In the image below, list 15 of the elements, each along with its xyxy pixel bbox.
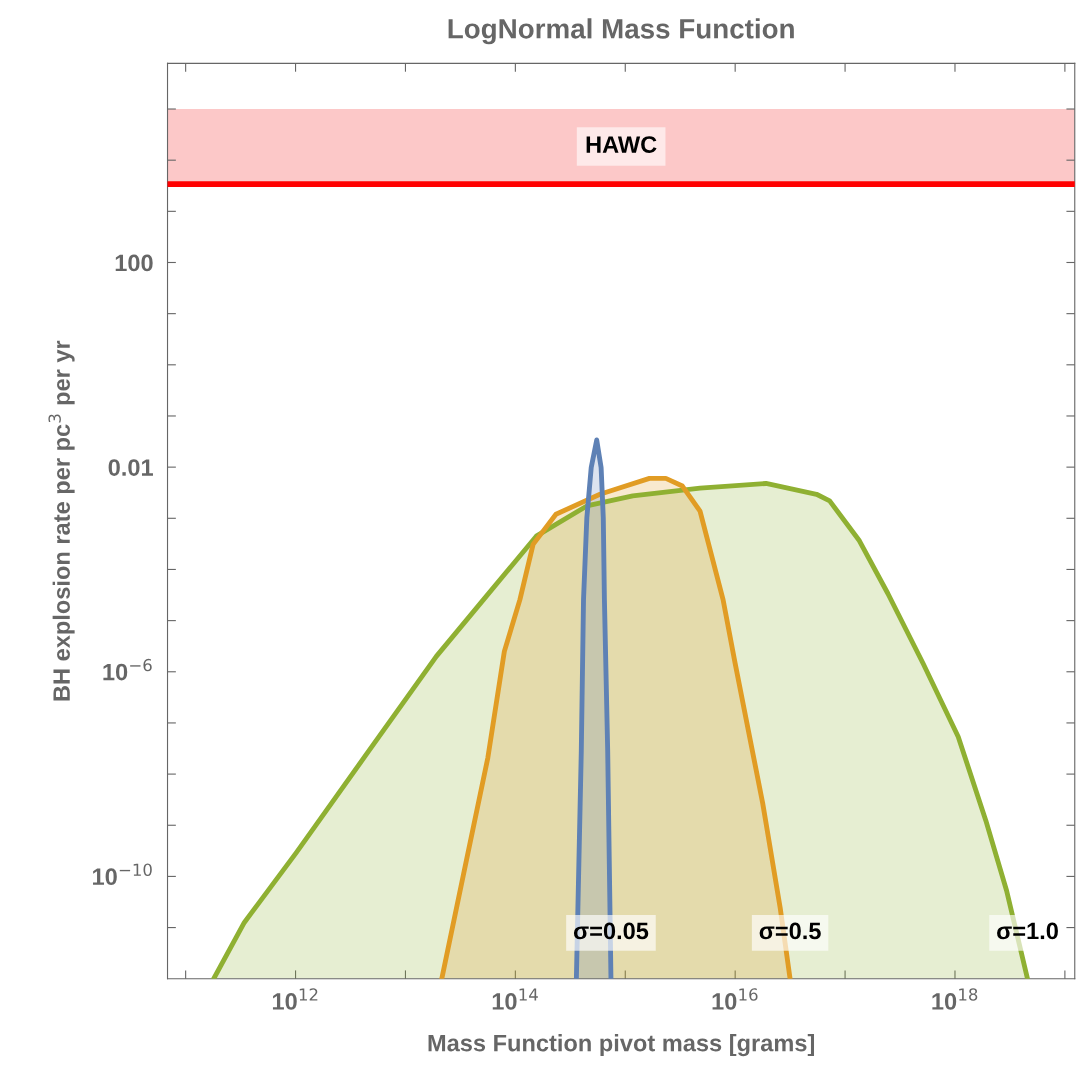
series-label: σ=1.0: [997, 922, 1058, 940]
series-label: σ=0.05: [573, 922, 649, 940]
x-tick-label: 10$^{16}$: [712, 988, 758, 1010]
x-tick-label: 10$^{12}$: [272, 988, 318, 1010]
x-tick-label: 10$^{18}$: [932, 988, 978, 1010]
chart-title: LogNormal Mass Function: [448, 18, 794, 45]
x-tick-label: 10$^{14}$: [492, 988, 538, 1010]
y-tick-label: 10$^{−10}$: [93, 863, 152, 886]
y-tick-label: 0.01: [108, 459, 153, 476]
x-axis-title: Mass Function pivot mass [grams]: [428, 1034, 815, 1057]
series-label: σ=0.5: [759, 922, 821, 940]
y-tick-label: 10$^{−6}$: [103, 658, 152, 681]
y-axis-title: BH explosion rate per pc$^{3}$ per yr: [48, 340, 75, 701]
band-label: HAWC: [586, 136, 657, 153]
y-tick-label: 100: [115, 254, 153, 272]
